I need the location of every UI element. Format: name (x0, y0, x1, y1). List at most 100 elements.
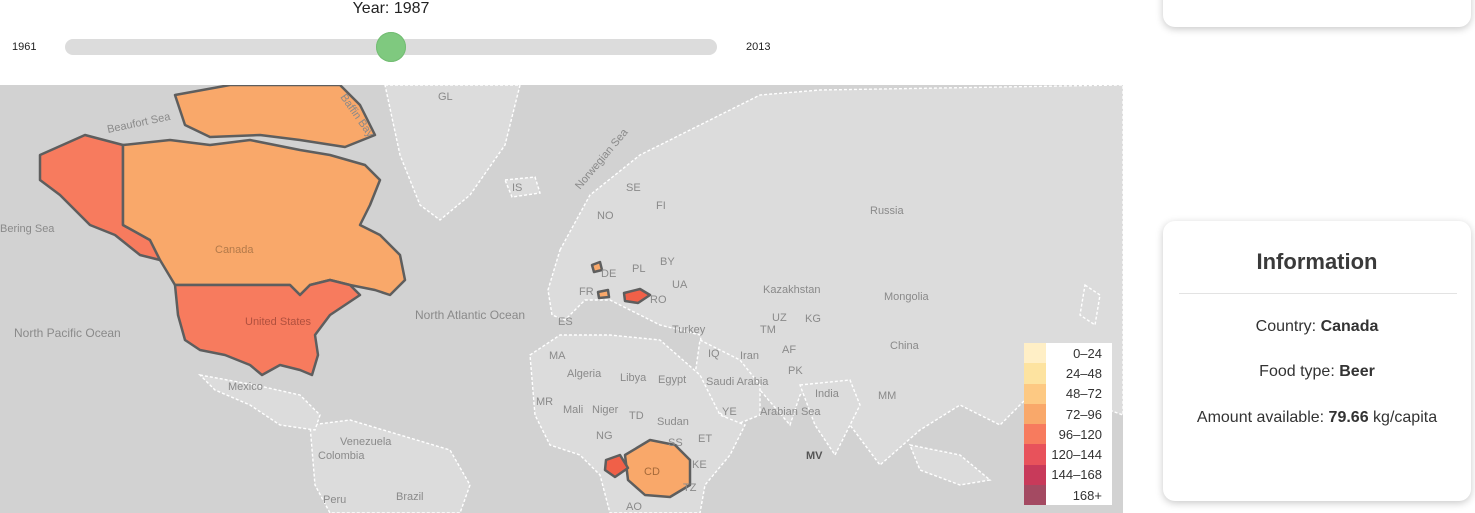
legend-swatch (1024, 424, 1046, 445)
amount-value: 79.66 (1328, 409, 1369, 426)
label-se: SE (626, 182, 641, 194)
label-egypt: Egypt (658, 374, 686, 386)
label-algeria: Algeria (567, 368, 602, 380)
label-canada: Canada (215, 244, 254, 256)
country-switzerland[interactable] (596, 288, 611, 300)
label-venezuela: Venezuela (340, 436, 392, 448)
label-pl: PL (632, 263, 645, 275)
legend-label: 96–120 (1058, 426, 1102, 442)
map-legend: 0–24 24–48 48–72 72–96 96–120 120–144 144–168 1… (1024, 343, 1112, 506)
label-cd: CD (644, 466, 660, 478)
label-colombia: Colombia (318, 450, 365, 462)
legend-swatch (1024, 403, 1046, 425)
land-se-asia[interactable] (908, 444, 992, 486)
label-by: BY (660, 256, 675, 268)
legend-label: 120–144 (1051, 447, 1102, 463)
legend-swatch (1024, 363, 1046, 384)
label-united-states: United States (245, 316, 312, 328)
legend-swatch (1024, 444, 1046, 465)
label-iq: IQ (708, 348, 720, 360)
country-gabon[interactable] (603, 453, 630, 479)
food-type-label: Food type: (1259, 363, 1335, 380)
label-td: TD (629, 410, 644, 422)
label-libya: Libya (620, 372, 647, 384)
label-sudan: Sudan (657, 416, 689, 428)
world-map[interactable]: GL Beaufort Sea Baffin Bay Bering Sea IS… (0, 85, 1123, 513)
legend-label: 144–168 (1051, 467, 1102, 483)
label-turkey: Turkey (672, 324, 706, 336)
label-kg: KG (805, 313, 821, 325)
legend-swatch (1024, 383, 1046, 404)
slider-max-label: 2013 (746, 41, 771, 53)
label-ro: RO (650, 294, 667, 306)
label-de: DE (601, 268, 616, 280)
info-food-type: Food type: Beer (1163, 363, 1471, 381)
country-dr-congo[interactable] (623, 438, 692, 499)
label-north-pacific: North Pacific Ocean (14, 326, 121, 340)
label-fr: FR (579, 286, 594, 298)
top-card (1163, 0, 1471, 27)
label-iceland: IS (512, 182, 522, 194)
label-es: ES (558, 316, 573, 328)
land-central-america[interactable] (197, 373, 321, 431)
legend-row: 72–96 (1024, 403, 1112, 425)
label-ma: MA (549, 350, 566, 362)
label-mv: MV (806, 450, 823, 462)
legend-row: 144–168 (1024, 464, 1112, 486)
legend-swatch (1024, 485, 1046, 506)
label-pk: PK (788, 365, 803, 377)
legend-label: 24–48 (1065, 365, 1102, 381)
label-ss: SS (668, 437, 683, 449)
label-brazil: Brazil (396, 491, 424, 503)
label-et: ET (698, 433, 712, 445)
land-japan[interactable] (1079, 283, 1101, 327)
country-alaska[interactable] (38, 133, 162, 262)
legend-label: 0–24 (1073, 345, 1102, 361)
label-ye: YE (722, 406, 737, 418)
label-fi: FI (656, 200, 666, 212)
label-af: AF (782, 344, 796, 356)
label-tm: TM (760, 324, 776, 336)
amount-label: Amount available: (1196, 409, 1325, 426)
label-peru: Peru (323, 494, 346, 506)
land-eurasia[interactable] (547, 85, 1123, 467)
map-svg[interactable]: GL Beaufort Sea Baffin Bay Bering Sea IS… (0, 85, 1123, 513)
label-mali: Mali (563, 404, 583, 416)
label-uz: UZ (772, 312, 787, 324)
label-mexico: Mexico (228, 381, 263, 393)
country-belgium[interactable] (590, 260, 604, 274)
label-russia: Russia (870, 205, 905, 217)
label-saudi-arabia: Saudi Arabia (706, 376, 769, 388)
information-card: Information Country: Canada Food type: B… (1163, 221, 1471, 501)
legend-label: 48–72 (1065, 386, 1102, 402)
label-greenland: GL (438, 91, 453, 103)
label-ao: AO (626, 501, 642, 513)
label-niger: Niger (592, 404, 619, 416)
land-iceland[interactable] (503, 176, 541, 198)
country-hungary[interactable] (622, 287, 652, 305)
legend-swatch (1024, 464, 1046, 486)
land-greenland[interactable] (384, 85, 521, 221)
legend-label: 168+ (1072, 487, 1102, 503)
label-iran: Iran (740, 350, 759, 362)
legend-row: 0–24 (1024, 343, 1112, 364)
land-south-america[interactable] (309, 419, 471, 513)
label-no: NO (597, 210, 614, 222)
country-canada-islands[interactable] (173, 85, 377, 149)
country-united-states[interactable] (173, 278, 362, 377)
label-tz: TZ (683, 482, 697, 494)
legend-row: 24–48 (1024, 363, 1112, 384)
legend-row: 120–144 (1024, 444, 1112, 465)
land-india[interactable] (799, 379, 861, 457)
year-slider-thumb[interactable] (376, 32, 406, 62)
label-arabian-sea: Arabian Sea (760, 406, 821, 418)
label-ng: NG (596, 430, 613, 442)
label-china: China (890, 340, 920, 352)
country-label: Country: (1255, 318, 1317, 335)
country-canada[interactable] (121, 138, 407, 297)
info-amount: Amount available: 79.66 kg/capita (1163, 409, 1471, 427)
label-mongolia: Mongolia (884, 291, 930, 303)
amount-unit: kg/capita (1373, 409, 1438, 426)
label-ke: KE (692, 459, 707, 471)
legend-row: 168+ (1024, 485, 1112, 506)
